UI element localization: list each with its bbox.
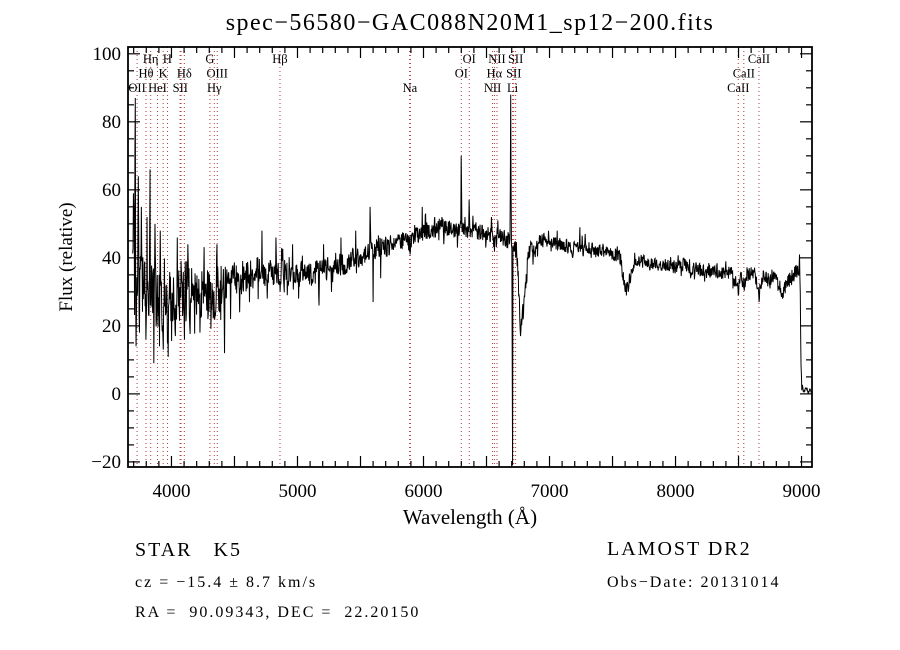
spectral-line-label: OI (463, 52, 476, 66)
spectral-line-label: NII (488, 52, 505, 66)
y-tick-label: 20 (102, 316, 121, 337)
spectral-line-label: HeI (148, 81, 167, 95)
x-axis-title: Wavelength (Å) (403, 505, 537, 529)
spectral-line-label: G (205, 52, 214, 66)
x-tick-label: 4000 (152, 481, 190, 502)
y-tick-label: 60 (102, 180, 121, 201)
spectral-line-label: OI (455, 67, 468, 81)
x-tick-label: 8000 (657, 481, 695, 502)
y-tick-label: 80 (102, 112, 121, 133)
spectral-line-label: K (159, 67, 168, 81)
spectral-line-label: SII (173, 81, 188, 95)
x-tick-label: 7000 (531, 481, 569, 502)
spectral-line-label: CaII (748, 52, 770, 66)
spectral-line-label: Hγ (207, 81, 222, 95)
x-tick-label: 9000 (783, 481, 821, 502)
spectral-line-label: CaII (727, 81, 749, 95)
y-axis-title: Flux (relative) (56, 202, 77, 311)
spectral-line-label: Na (403, 81, 418, 95)
x-tick-label: 6000 (405, 481, 443, 502)
y-tick-label: 40 (102, 248, 121, 269)
plot-title: spec−56580−GAC088N20M1_sp12−200.fits (225, 10, 715, 36)
plot-frame (127, 46, 813, 468)
spectral-line-label: Hη (143, 52, 159, 66)
spectral-line-label: CaII (733, 67, 755, 81)
spectral-line-label: OIII (206, 67, 228, 81)
radial-velocity-label: cz = −15.4 ± 8.7 km/s (135, 574, 318, 591)
spectrum-curve (132, 94, 812, 466)
y-tick-label: 0 (112, 384, 122, 405)
spectral-line-label: Hθ (139, 67, 154, 81)
spectral-line-label: Hδ (177, 67, 192, 81)
x-tick-label: 5000 (278, 481, 316, 502)
obs-date-label: Obs−Date: 20131014 (607, 574, 781, 591)
ra-dec-label: RA = 90.09343, DEC = 22.20150 (135, 604, 421, 621)
spectral-line-label: Hβ (272, 52, 287, 66)
survey-release-label: LAMOST DR2 (607, 538, 752, 560)
spectral-line-label: SII (508, 52, 523, 66)
spectral-line-label: Hα (487, 67, 503, 81)
spectral-line-label: Li (507, 81, 519, 95)
spectral-line-label: NII (484, 81, 501, 95)
y-tick-label: −20 (91, 452, 121, 473)
y-tick-label: 100 (93, 44, 122, 65)
spectral-line-label: SII (506, 67, 521, 81)
spectral-line-label: OII (128, 81, 145, 95)
object-class-label: STAR K5 (135, 539, 242, 561)
spectral-line-label: H (163, 52, 172, 66)
